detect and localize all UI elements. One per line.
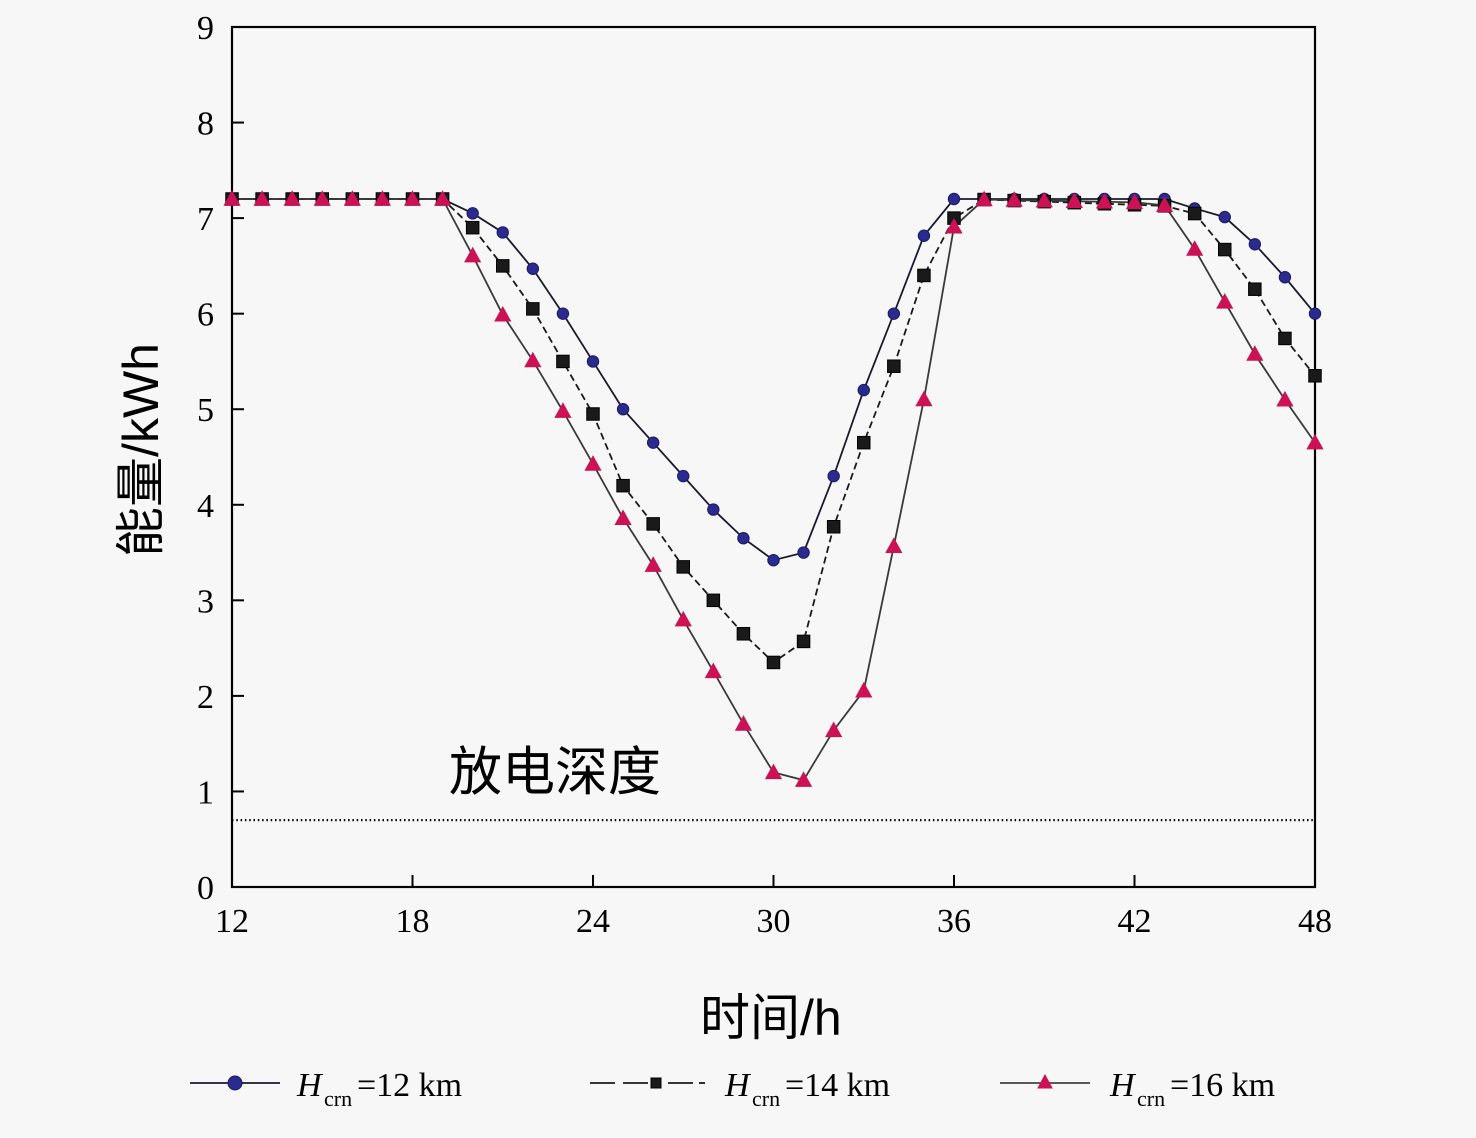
svg-text:9: 9 bbox=[197, 10, 214, 47]
svg-text:18: 18 bbox=[396, 903, 430, 940]
svg-text:=14 km: =14 km bbox=[785, 1067, 890, 1104]
svg-text:5: 5 bbox=[197, 392, 214, 429]
svg-text:8: 8 bbox=[197, 106, 214, 143]
svg-text:12: 12 bbox=[215, 903, 249, 940]
svg-text:0: 0 bbox=[197, 870, 214, 907]
svg-text:3: 3 bbox=[197, 583, 214, 620]
svg-text:H: H bbox=[1109, 1067, 1137, 1104]
svg-text:4: 4 bbox=[197, 488, 214, 525]
svg-text:H: H bbox=[296, 1067, 324, 1104]
svg-text:H: H bbox=[724, 1067, 752, 1104]
svg-text:放电深度: 放电深度 bbox=[449, 743, 661, 802]
svg-text:6: 6 bbox=[197, 297, 214, 334]
svg-text:crn: crn bbox=[1137, 1086, 1165, 1111]
svg-text:=16 km: =16 km bbox=[1170, 1067, 1275, 1104]
svg-text:1: 1 bbox=[197, 774, 214, 811]
svg-text:2: 2 bbox=[197, 679, 214, 716]
svg-text:48: 48 bbox=[1298, 903, 1332, 940]
svg-text:7: 7 bbox=[197, 201, 214, 238]
svg-text:42: 42 bbox=[1118, 903, 1152, 940]
svg-text:36: 36 bbox=[937, 903, 971, 940]
svg-text:=12 km: =12 km bbox=[357, 1067, 462, 1104]
svg-text:crn: crn bbox=[324, 1086, 352, 1111]
svg-text:crn: crn bbox=[752, 1086, 780, 1111]
svg-text:30: 30 bbox=[757, 903, 791, 940]
svg-text:24: 24 bbox=[576, 903, 610, 940]
